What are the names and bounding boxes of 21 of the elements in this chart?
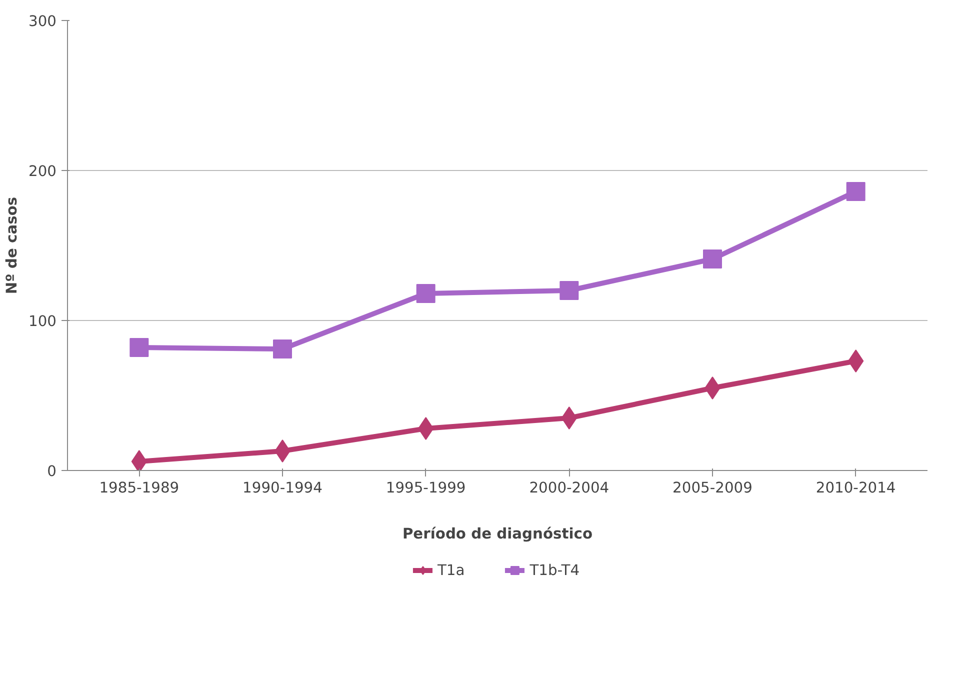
point — [130, 338, 149, 357]
x-tick-label: 1995-1999 — [386, 480, 466, 496]
x-tick-label: 2005-2009 — [672, 480, 752, 496]
point — [273, 340, 292, 358]
y-tick-label: 0 — [47, 463, 57, 480]
point — [560, 281, 579, 300]
point — [416, 284, 436, 303]
y-tick-label: 100 — [28, 313, 57, 330]
point — [846, 182, 866, 201]
legend-label: T1b-T4 — [530, 562, 580, 578]
x-tick-label: 2000-2004 — [529, 480, 610, 496]
point — [131, 450, 147, 470]
y-axis-title: Nº de casos — [4, 196, 21, 294]
x-tick-label: 1990-1994 — [242, 480, 322, 496]
legend-label: T1a — [437, 562, 465, 578]
x-tick-label: 1985-1989 — [99, 480, 180, 496]
x-tick-label: 2010-2014 — [816, 480, 896, 496]
x-axis-title: Período de diagnóstico — [402, 526, 593, 542]
point — [703, 250, 722, 268]
y-tick-label: 200 — [28, 163, 57, 180]
y-tick-label: 300 — [28, 13, 57, 30]
